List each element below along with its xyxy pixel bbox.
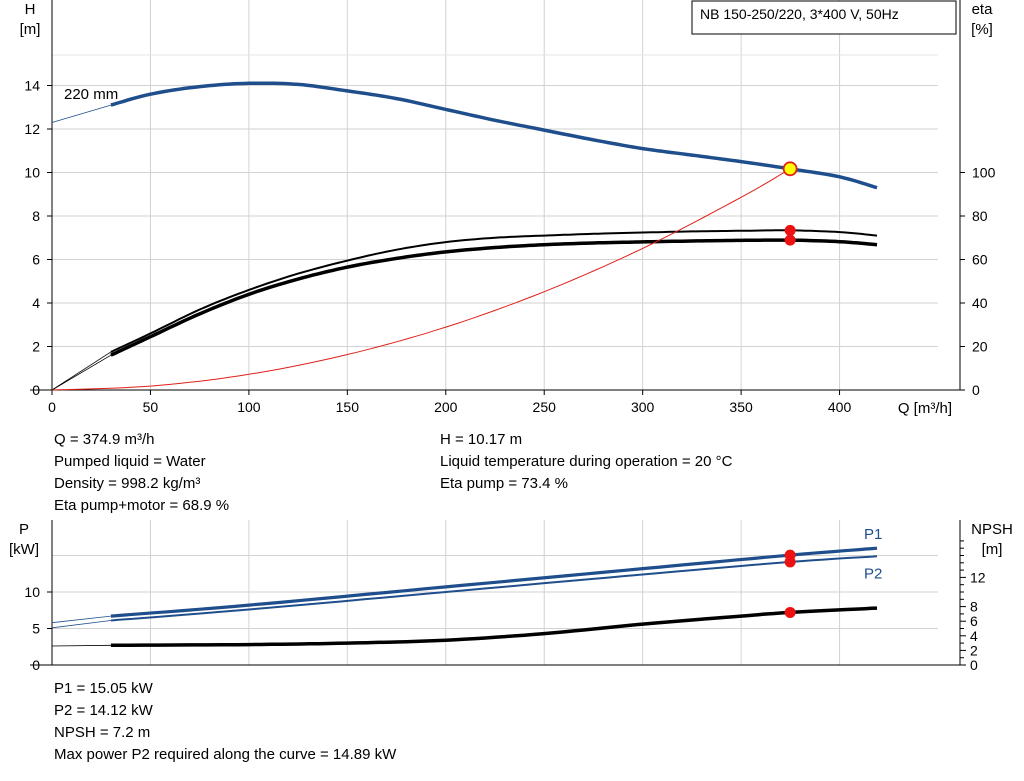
x-tick-label: 400 [828, 399, 852, 415]
y2-tick-label: 40 [972, 295, 988, 311]
extrapolation-line [51, 620, 111, 629]
series-label-p2: P2 [864, 565, 882, 582]
top-markers [782, 161, 798, 246]
y-axis-unit: [m] [20, 21, 41, 38]
extrapolation-line [51, 351, 112, 391]
bottom-markers [784, 549, 796, 618]
info-max-p2: Max power P2 required along the curve = … [54, 746, 397, 763]
y2-tick-label: 8 [970, 599, 978, 615]
info-p2: P2 = 14.12 kW [54, 702, 153, 719]
y2-tick-label: 4 [970, 628, 978, 644]
title-box [691, 0, 957, 35]
y-tick-label: 4 [32, 295, 40, 311]
duty-point-marker [782, 161, 798, 177]
top-ticks: 0 50 100 150 200 250 300 350 400 0 2 4 6 8 10 12 14 0 20 40… [20, 0, 996, 417]
y2-tick-label: 100 [972, 165, 996, 181]
y2-axis-unit: [m] [982, 541, 1003, 558]
extrapolation-line [51, 104, 112, 123]
info-head: H = 10.17 m [440, 431, 523, 448]
y2-tick-label: 12 [970, 569, 986, 585]
x-tick-label: 50 [143, 399, 159, 415]
operating-point-marker [784, 224, 796, 236]
info-top-right: H = 10.17 m Liquid temperature during op… [440, 429, 732, 495]
eta-pump-motor-curve [110, 238, 878, 357]
bottom-grid [30, 520, 961, 666]
y2-tick-label: 0 [970, 657, 978, 673]
y-tick-label: 0 [32, 382, 40, 398]
top-series [51, 81, 878, 391]
info-bottom: P1 = 15.05 kW P2 = 14.12 kW NPSH = 7.2 m… [54, 678, 396, 766]
operating-point-marker [784, 606, 796, 618]
y2-tick-label: 60 [972, 252, 988, 268]
y-axis-unit: [kW] [9, 541, 39, 558]
npsh-curve [110, 606, 878, 648]
y-tick-label: 8 [32, 208, 40, 224]
y-tick-label: 12 [24, 121, 40, 137]
head-efficiency-chart: 0 50 100 150 200 250 300 350 400 0 2 4 6 8 10 12 14 0 20 40… [20, 0, 996, 417]
x-tick-label: 150 [336, 399, 360, 415]
info-eta-pump-motor: Eta pump+motor = 68.9 % [54, 497, 230, 514]
extrapolation-line [51, 354, 112, 391]
y2-axis-unit: [%] [971, 21, 993, 38]
x-tick-label: 200 [434, 399, 458, 415]
y-tick-label: 5 [32, 621, 40, 637]
x-tick-label: 350 [729, 399, 753, 415]
info-liquid: Pumped liquid = Water [54, 453, 206, 470]
y-tick-label: 14 [24, 78, 40, 94]
y-tick-label: 2 [32, 339, 40, 355]
system-curve [51, 168, 791, 391]
head-curve [110, 81, 878, 190]
x-tick-label: 300 [631, 399, 655, 415]
y2-tick-label: 20 [972, 339, 988, 355]
operating-point-marker [784, 556, 796, 568]
y2-tick-label: 2 [970, 642, 978, 658]
extrapolation-line [51, 615, 111, 624]
p1-curve [110, 546, 878, 618]
x-tick-label: 0 [48, 399, 56, 415]
x-tick-label: 100 [237, 399, 261, 415]
y-axis-title: P [19, 521, 29, 538]
p2-curve [110, 555, 878, 622]
y-tick-label: 0 [32, 657, 40, 673]
title-box-text: NB 150-250/220, 3*400 V, 50Hz [700, 6, 899, 22]
y2-axis-title: eta [972, 1, 994, 18]
bottom-series: P1 P2 [51, 526, 882, 648]
y2-tick-label: 0 [972, 382, 980, 398]
y-tick-label: 6 [32, 252, 40, 268]
extrapolation-line [51, 644, 111, 647]
y2-tick-label: 80 [972, 208, 988, 224]
x-tick-label: 250 [533, 399, 557, 415]
y-axis-title: H [25, 1, 36, 18]
y2-tick-label: 6 [970, 613, 978, 629]
info-eta-pump: Eta pump = 73.4 % [440, 475, 568, 492]
info-temperature: Liquid temperature during operation = 20… [440, 453, 733, 470]
top-grid [30, 0, 961, 391]
info-top-left: Q = 374.9 m³/h Pumped liquid = Water Den… [54, 429, 229, 517]
operating-point-marker [784, 234, 796, 246]
curve-label-impeller: 220 mm [64, 86, 118, 103]
y-tick-label: 10 [24, 584, 40, 600]
series-label-p1: P1 [864, 526, 882, 543]
x-axis-title: Q [m³/h] [898, 400, 952, 417]
info-density: Density = 998.2 kg/m³ [54, 475, 201, 492]
y-tick-label: 10 [24, 165, 40, 181]
info-npsh: NPSH = 7.2 m [54, 724, 151, 741]
info-flow: Q = 374.9 m³/h [54, 431, 155, 448]
info-p1: P1 = 15.05 kW [54, 680, 153, 697]
y2-axis-title: NPSH [971, 521, 1013, 538]
eta-pump-curve [110, 229, 878, 353]
